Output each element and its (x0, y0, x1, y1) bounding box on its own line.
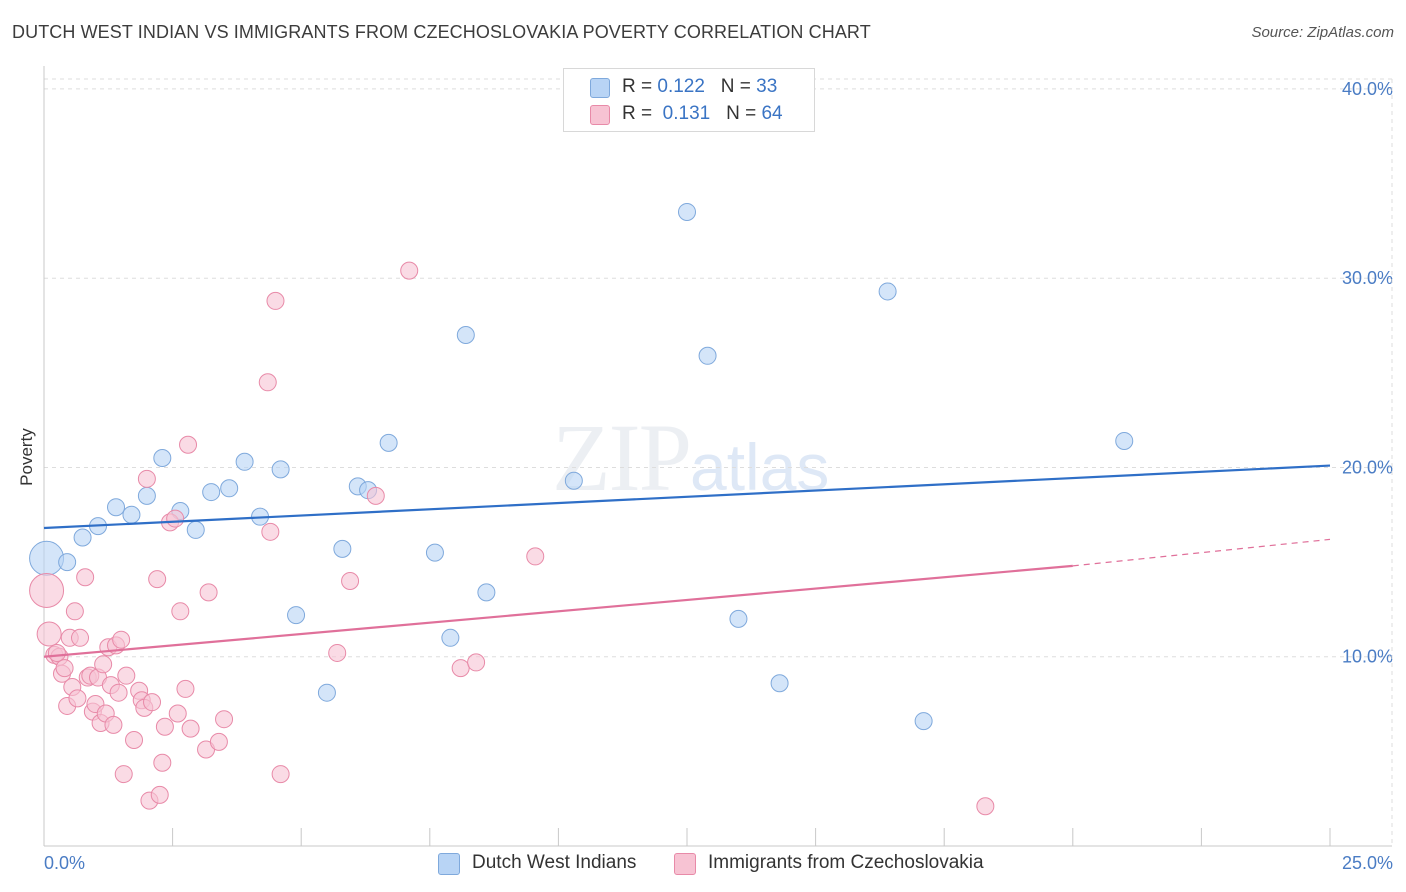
point-immigrants-czechoslovakia (117, 666, 136, 685)
point-dutch-west-indians (58, 553, 77, 572)
point-immigrants-czechoslovakia (125, 731, 144, 750)
trend-line-dutch-west-indians (43, 464, 1331, 530)
point-immigrants-czechoslovakia (168, 704, 187, 723)
legend: R = 0.122 N = 33 R = 0.131 N = 64 (563, 68, 815, 132)
point-immigrants-czechoslovakia (271, 765, 290, 784)
point-dutch-west-indians (235, 452, 254, 471)
point-dutch-west-indians (678, 202, 696, 221)
legend-r-value: 0.131 (662, 103, 711, 124)
legend-text-pink: R = 0.131 N = 64 (622, 103, 783, 124)
point-dutch-west-indians (287, 606, 306, 625)
point-immigrants-czechoslovakia (65, 602, 84, 621)
bottom-legend-swatch-pink (674, 853, 696, 875)
point-dutch-west-indians (441, 628, 460, 647)
point-dutch-west-indians (29, 540, 65, 576)
point-dutch-west-indians (153, 449, 172, 467)
point-immigrants-czechoslovakia (137, 469, 156, 488)
point-immigrants-czechoslovakia (166, 509, 185, 528)
point-immigrants-czechoslovakia (451, 659, 470, 678)
point-immigrants-czechoslovakia (209, 732, 228, 751)
point-immigrants-czechoslovakia (29, 572, 65, 608)
point-dutch-west-indians (1115, 431, 1134, 450)
point-dutch-west-indians (186, 520, 205, 539)
point-immigrants-czechoslovakia (328, 643, 347, 662)
point-immigrants-czechoslovakia (341, 572, 360, 591)
point-immigrants-czechoslovakia (114, 765, 133, 784)
point-dutch-west-indians (770, 674, 789, 693)
point-immigrants-czechoslovakia (71, 628, 90, 647)
point-dutch-west-indians (317, 683, 336, 702)
point-immigrants-czechoslovakia (258, 373, 277, 392)
point-dutch-west-indians (456, 325, 475, 344)
legend-text-blue: R = 0.122 N = 33 (622, 76, 778, 97)
source-credit: Source: ZipAtlas.com (1251, 24, 1394, 41)
point-dutch-west-indians (202, 483, 221, 502)
point-dutch-west-indians (878, 282, 897, 301)
y-tick-label: 20.0% (1342, 457, 1393, 477)
point-immigrants-czechoslovakia (215, 710, 234, 729)
point-immigrants-czechoslovakia (68, 689, 87, 708)
point-immigrants-czechoslovakia (366, 486, 385, 505)
y-tick-label: 30.0% (1342, 268, 1393, 288)
point-immigrants-czechoslovakia (467, 653, 486, 672)
legend-swatch-pink (590, 105, 610, 125)
point-immigrants-czechoslovakia (150, 785, 169, 804)
watermark-zip: ZIP (552, 404, 692, 511)
y-tick-label: 10.0% (1342, 647, 1393, 667)
point-dutch-west-indians (122, 505, 141, 524)
y-tick-label: 40.0% (1342, 79, 1393, 99)
point-dutch-west-indians (477, 583, 496, 602)
point-dutch-west-indians (220, 479, 239, 498)
point-immigrants-czechoslovakia (55, 659, 74, 678)
point-dutch-west-indians (137, 486, 156, 505)
point-immigrants-czechoslovakia (112, 630, 131, 649)
point-dutch-west-indians (914, 712, 933, 731)
x-tick-label: 25.0% (1342, 853, 1393, 873)
point-dutch-west-indians (564, 471, 583, 490)
point-immigrants-czechoslovakia (155, 717, 174, 736)
point-immigrants-czechoslovakia (94, 655, 113, 674)
legend-swatch-blue (590, 78, 610, 98)
point-immigrants-czechoslovakia (143, 693, 162, 712)
point-immigrants-czechoslovakia (400, 261, 419, 280)
trend-line-immigrants-czechoslovakia (43, 564, 1073, 658)
bottom-legend-label-blue: Dutch West Indians (472, 852, 637, 873)
point-dutch-west-indians (425, 543, 444, 562)
x-tick-label: 0.0% (44, 853, 85, 873)
point-dutch-west-indians (333, 539, 352, 558)
chart-title: DUTCH WEST INDIAN VS IMMIGRANTS FROM CZE… (12, 22, 871, 42)
bottom-legend-label-pink: Immigrants from Czechoslovakia (708, 852, 984, 873)
point-immigrants-czechoslovakia (153, 753, 172, 772)
point-immigrants-czechoslovakia (47, 643, 66, 662)
legend-n-value: 33 (756, 76, 778, 97)
point-immigrants-czechoslovakia (104, 715, 123, 734)
point-immigrants-czechoslovakia (976, 797, 995, 816)
legend-r-value: 0.122 (657, 76, 705, 97)
trend-line-extension-immigrants-czechoslovakia (1072, 538, 1331, 567)
point-immigrants-czechoslovakia (179, 435, 198, 454)
point-immigrants-czechoslovakia (76, 568, 95, 587)
point-dutch-west-indians (271, 460, 290, 479)
point-immigrants-czechoslovakia (526, 547, 545, 566)
point-immigrants-czechoslovakia (266, 291, 285, 310)
point-immigrants-czechoslovakia (261, 522, 280, 541)
point-immigrants-czechoslovakia (109, 683, 128, 702)
point-dutch-west-indians (107, 498, 126, 517)
point-dutch-west-indians (698, 346, 717, 365)
point-immigrants-czechoslovakia (176, 679, 195, 698)
point-dutch-west-indians (73, 528, 92, 547)
bottom-legend-swatch-blue (438, 853, 460, 875)
legend-n-value: 64 (761, 103, 783, 124)
point-immigrants-czechoslovakia (36, 621, 62, 647)
point-dutch-west-indians (379, 433, 398, 452)
point-immigrants-czechoslovakia (148, 570, 167, 589)
point-dutch-west-indians (729, 609, 748, 628)
point-immigrants-czechoslovakia (181, 719, 200, 738)
point-immigrants-czechoslovakia (199, 583, 218, 602)
point-immigrants-czechoslovakia (171, 602, 190, 621)
